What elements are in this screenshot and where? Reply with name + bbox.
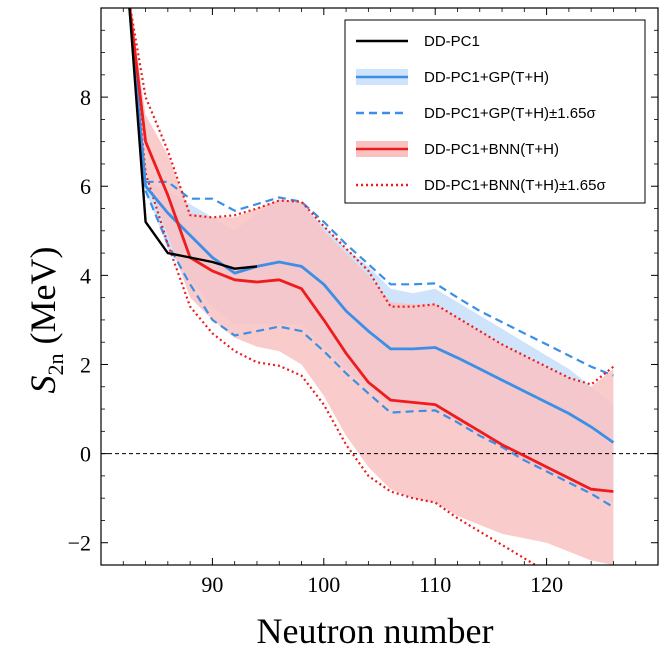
legend: DD-PC1 DD-PC1+GP(T+H) DD-PC1+GP(T+H)±1.65σ…	[344, 19, 646, 204]
x-tick-label: 90	[201, 572, 223, 597]
legend-item-dd-pc1-gp-t-h-pm-1-65sigma: DD-PC1+GP(T+H)±1.65σ	[356, 105, 596, 122]
y-tick-label: −2	[68, 531, 91, 556]
legend-label: DD-PC1+BNN(T+H)	[424, 141, 559, 158]
legend-item-dd-pc1-gp-t-h: DD-PC1+GP(T+H)	[356, 69, 549, 86]
series-lines	[128, 8, 615, 565]
x-tick-label: 100	[307, 572, 340, 597]
y-axis-title: S2n (MeV)	[23, 247, 68, 394]
legend-item-dd-pc1-bnn-t-h-pm-1-65sigma: DD-PC1+BNN(T+H)±1.65σ	[356, 177, 606, 194]
x-axis-title: Neutron number	[257, 611, 494, 651]
dd-pc1-bnn-t-h-pm-1-65sigma-lower-line	[128, 8, 537, 565]
dd-pc1-bnn-t-h-pm-1-65sigma-upper-line	[129, 8, 615, 386]
y-axis-title-subscript: 2n	[43, 353, 68, 375]
dd-pc1-bnn-t-h-line	[128, 8, 614, 493]
legend-label: DD-PC1+GP(T+H)±1.65σ	[424, 105, 596, 122]
dd-pc1-gp-t-h-pm-1-65sigma-upper-line	[145, 180, 614, 377]
tick-labels: 90 100 110 120 −2 0 2 4 6 8	[68, 85, 564, 597]
y-tick-label: 6	[80, 174, 91, 199]
legend-label: DD-PC1+GP(T+H)	[424, 69, 549, 86]
dd-pc1-bnn-t-h-band	[129, 8, 614, 565]
y-tick-label: 2	[80, 352, 91, 377]
uncertainty-bands	[129, 8, 614, 565]
svg-text:S2n (MeV): S2n (MeV)	[23, 247, 68, 394]
y-tick-label: 0	[80, 442, 91, 467]
x-tick-label: 110	[419, 572, 451, 597]
axis-ticks	[101, 8, 658, 565]
x-tick-label: 120	[530, 572, 563, 597]
legend-label: DD-PC1+BNN(T+H)±1.65σ	[424, 177, 606, 194]
dd-pc1-gp-t-h-line	[128, 8, 615, 444]
legend-box	[344, 19, 646, 204]
dd-pc1-line	[128, 8, 258, 270]
legend-item-dd-pc1-bnn-t-h: DD-PC1+BNN(T+H)	[356, 141, 559, 158]
legend-item-dd-pc1: DD-PC1	[356, 33, 480, 50]
y-tick-label: 4	[80, 263, 91, 288]
y-tick-label: 8	[80, 85, 91, 110]
legend-label: DD-PC1	[424, 33, 480, 50]
y-axis-title-unit: (MeV)	[23, 247, 63, 354]
plot-frame	[100, 7, 659, 566]
plot-border	[100, 7, 659, 566]
y-axis-title-symbol: S	[23, 375, 63, 393]
dd-pc1-gp-t-h-pm-1-65sigma-lower-line	[144, 190, 614, 509]
